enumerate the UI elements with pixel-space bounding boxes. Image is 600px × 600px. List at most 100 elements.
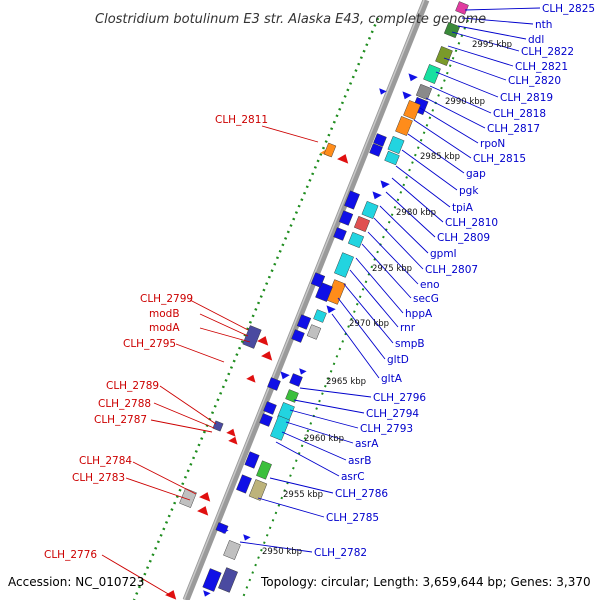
gene-arrow[interactable] — [400, 91, 412, 101]
reverse-gene-arrow[interactable] — [246, 373, 258, 383]
gene-label[interactable]: eno — [420, 279, 440, 291]
gene-label[interactable]: CLH_2786 — [335, 488, 388, 500]
gene-feature[interactable] — [369, 143, 383, 157]
gene-label[interactable]: CLH_2821 — [515, 61, 568, 73]
gene-arrow[interactable] — [324, 305, 336, 315]
gene-label[interactable]: CLH_2788 — [98, 398, 151, 410]
gene-feature[interactable] — [443, 21, 461, 39]
gene-label[interactable]: gltA — [381, 373, 403, 385]
reverse-gene-arrow[interactable] — [165, 588, 179, 600]
gene-feature[interactable] — [435, 46, 453, 66]
reverse-gene-arrow[interactable] — [226, 427, 238, 437]
gene-label[interactable]: CLH_2811 — [215, 114, 268, 126]
gene-label[interactable]: CLH_2822 — [521, 46, 574, 58]
gene-feature[interactable] — [347, 231, 365, 249]
gene-label[interactable]: CLH_2809 — [437, 232, 490, 244]
gene-label[interactable]: CLH_2810 — [445, 217, 498, 229]
gene-label[interactable]: CLH_2776 — [44, 549, 97, 561]
reverse-gene-arrow[interactable] — [199, 490, 213, 502]
gene-label[interactable]: pgk — [459, 185, 479, 197]
gene-label[interactable]: CLH_2782 — [314, 547, 367, 559]
gene-arrow[interactable] — [378, 180, 390, 190]
gene-feature[interactable] — [296, 314, 312, 330]
gene-feature[interactable] — [223, 540, 241, 560]
gene-label[interactable]: CLH_2793 — [360, 423, 413, 435]
gene-arrow[interactable] — [201, 590, 211, 598]
gene-feature[interactable] — [285, 389, 299, 403]
gene-arrow[interactable] — [278, 371, 290, 381]
gene-feature[interactable] — [415, 83, 433, 101]
gene-feature[interactable] — [334, 252, 354, 278]
gene-label[interactable]: CLH_2819 — [500, 92, 553, 104]
reverse-gene-arrow[interactable] — [197, 504, 211, 516]
gene-feature[interactable] — [218, 567, 238, 593]
reverse-gene-arrow[interactable] — [257, 334, 271, 346]
gene-label[interactable]: CLH_2787 — [94, 414, 147, 426]
gene-feature[interactable] — [236, 474, 252, 494]
gene-feature[interactable] — [202, 568, 222, 592]
gene-label[interactable]: CLH_2815 — [473, 153, 526, 165]
gene-label[interactable]: secG — [413, 293, 439, 305]
gene-feature[interactable] — [361, 201, 379, 219]
reverse-gene-arrow[interactable] — [228, 435, 240, 445]
gene-feature[interactable] — [338, 210, 354, 226]
gene-label[interactable]: modA — [149, 322, 180, 334]
gene-feature[interactable] — [353, 215, 371, 233]
gene-feature[interactable] — [248, 479, 268, 501]
gene-feature[interactable] — [244, 451, 260, 469]
gene-feature[interactable] — [289, 373, 303, 387]
gene-feature[interactable] — [403, 100, 421, 120]
gene-arrow[interactable] — [406, 73, 418, 83]
gene-label[interactable]: CLH_2818 — [493, 108, 546, 120]
reverse-gene-feature[interactable] — [179, 488, 197, 508]
gene-feature[interactable] — [344, 190, 360, 210]
gene-label[interactable]: tpiA — [452, 202, 474, 214]
gene-arrow[interactable] — [241, 534, 251, 542]
gene-feature[interactable] — [333, 227, 347, 241]
gene-label[interactable]: CLH_2796 — [373, 392, 426, 404]
gene-label[interactable]: rpoN — [480, 138, 505, 150]
gene-feature[interactable] — [423, 64, 441, 84]
gene-label[interactable]: CLH_2825 — [542, 3, 595, 15]
gene-feature[interactable] — [373, 133, 387, 147]
gene-label[interactable]: CLH_2807 — [425, 264, 478, 276]
gene-label[interactable]: modB — [149, 308, 180, 320]
gene-label[interactable]: hppA — [405, 308, 433, 320]
gene-label[interactable]: asrB — [348, 455, 371, 467]
gene-label[interactable]: CLH_2783 — [72, 472, 125, 484]
gene-label[interactable]: CLH_2817 — [487, 123, 540, 135]
gene-feature[interactable] — [263, 401, 277, 415]
gene-feature[interactable] — [242, 325, 262, 349]
gene-label[interactable]: rnr — [400, 322, 416, 334]
gene-arrow[interactable] — [377, 88, 387, 96]
gene-arrow[interactable] — [219, 527, 229, 535]
gene-feature[interactable] — [313, 309, 327, 323]
gene-feature[interactable] — [387, 136, 405, 154]
gene-label[interactable]: nth — [535, 19, 552, 31]
gene-label[interactable]: ddl — [528, 34, 544, 46]
gene-feature[interactable] — [256, 460, 272, 480]
gene-label[interactable]: CLH_2785 — [326, 512, 379, 524]
gene-feature[interactable] — [291, 329, 305, 343]
gene-label[interactable]: CLH_2794 — [366, 408, 419, 420]
gene-label[interactable]: gap — [466, 168, 486, 180]
gene-label[interactable]: CLH_2784 — [79, 455, 132, 467]
gene-arrow[interactable] — [370, 191, 382, 201]
reverse-gene-arrow[interactable] — [261, 349, 275, 361]
gene-feature[interactable] — [384, 150, 400, 166]
gene-label[interactable]: CLH_2820 — [508, 75, 561, 87]
gene-feature[interactable] — [270, 415, 290, 441]
gene-label[interactable]: asrC — [341, 471, 365, 483]
gene-feature[interactable] — [310, 272, 326, 288]
gene-label[interactable]: asrA — [355, 438, 379, 450]
gene-label[interactable]: gltD — [387, 354, 409, 366]
gene-label[interactable]: CLH_2799 — [140, 293, 193, 305]
gene-feature[interactable] — [267, 377, 281, 391]
gene-feature[interactable] — [395, 116, 413, 136]
gene-label[interactable]: CLH_2795 — [123, 338, 176, 350]
gene-label[interactable]: gpmI — [430, 248, 457, 260]
reverse-gene-arrow[interactable] — [337, 152, 351, 164]
gene-feature[interactable] — [259, 413, 273, 427]
gene-feature[interactable] — [306, 324, 322, 340]
gene-label[interactable]: CLH_2789 — [106, 380, 159, 392]
